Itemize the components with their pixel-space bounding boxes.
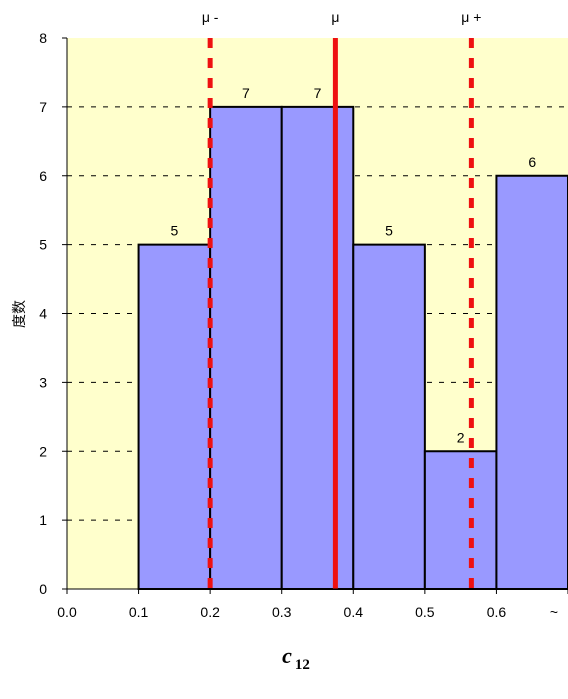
bar-value-label: 5 [170,223,178,239]
y-tick-labels: 0 1 2 3 4 5 6 7 8 [39,30,47,597]
y-tick-label: 0 [39,581,47,597]
histogram-bar [280,105,355,590]
y-tick-label: 6 [39,168,47,184]
x-tick-label: 0.2 [200,604,220,620]
y-axis-label: 度数 [12,300,28,328]
y-tick-label: 2 [39,443,47,459]
bar-value-label: 5 [385,223,393,239]
histogram-bar [209,105,283,590]
y-tick-label: 3 [39,374,47,390]
histogram-bar [423,450,498,590]
x-tick-label: 0.6 [487,604,507,620]
reference-lines: μ - μ μ + [202,9,481,589]
reference-line-label: μ + [461,9,481,25]
y-tick-label: 4 [39,306,47,322]
reference-line-label: μ [331,9,339,25]
x-tick-label: 0.5 [415,604,435,620]
bar-value-label: 2 [457,429,465,445]
y-tick-label: 7 [39,99,47,115]
reference-line-label: μ - [202,9,219,25]
histogram-bar [495,174,568,590]
x-tick-labels: 0.0 0.1 0.2 0.3 0.4 0.5 0.6 ~ [57,604,558,620]
y-tick-label: 8 [39,30,47,46]
bar-labels: 5 7 7 5 2 6 [170,85,536,445]
histogram-bar [352,243,426,590]
bar-value-label: 7 [242,85,250,101]
axes [62,37,568,594]
x-axis-label: c 12 [282,643,310,673]
x-tick-label: 0.1 [129,604,149,620]
bar-value-label: 6 [528,154,536,170]
x-axis-label-main: c [282,643,292,668]
x-tick-label: 0.0 [57,604,77,620]
x-tick-label: ~ [550,604,558,620]
y-tick-label: 5 [39,237,47,253]
x-tick-label: 0.3 [272,604,292,620]
histogram-bar [137,243,212,590]
y-tick-label: 1 [39,512,47,528]
bar-value-label: 7 [314,85,322,101]
bars [137,105,568,590]
x-tick-label: 0.4 [344,604,364,620]
x-axis-label-subscript: 12 [295,657,310,673]
